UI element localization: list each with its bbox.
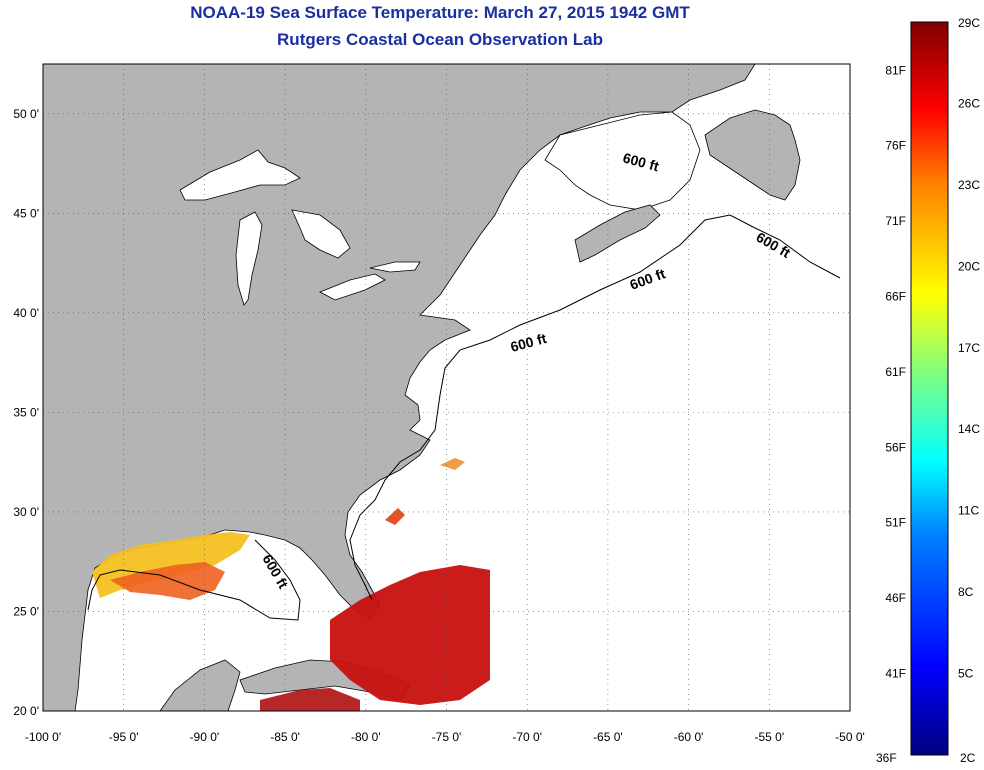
colorbar-f-label: 56F [885,440,906,454]
y-tick-label: 25 0' [13,604,39,618]
colorbar-c-label: 8C [958,585,974,599]
colorbar-c-label: 17C [958,341,980,355]
colorbar-c-label: 26C [958,96,980,110]
colorbar-f-label: 61F [885,365,906,379]
colorbar-bottom-label: 2C [960,751,976,765]
colorbar-max-label: 29C [958,16,980,30]
sst-patch-north [440,458,465,470]
map-title: NOAA-19 Sea Surface Temperature: March 2… [190,3,690,22]
y-tick-label: 35 0' [13,405,39,419]
x-tick-label: -90 0' [190,730,220,744]
y-axis: 50 0' 45 0' 40 0' 35 0' 30 0' 25 0' 20 0' [13,107,39,718]
x-axis: -100 0' -95 0' -90 0' -85 0' -80 0' -75 0' -70… [25,730,865,744]
lake-ontario [369,261,421,273]
gulf-st-lawrence [544,111,701,211]
x-tick-label: -55 0' [754,730,784,744]
colorbar-f-label: 41F [885,667,906,681]
colorbar-fahrenheit-labels: 81F 76F 71F 66F 61F 56F 51F 46F 41F [885,63,906,680]
x-tick-label: -50 0' [835,730,865,744]
y-tick-label: 30 0' [13,505,39,519]
x-tick-label: -75 0' [432,730,462,744]
lake-superior [179,149,301,201]
colorbar-celsius-labels: 26C 23C 20C 17C 14C 11C 8C 5C [958,96,980,680]
x-tick-label: -80 0' [351,730,381,744]
colorbar-c-label: 23C [958,178,980,192]
colorbar-f-label: 81F [885,63,906,77]
x-tick-label: -70 0' [512,730,542,744]
nova-scotia [574,204,661,263]
sst-patch-offshore [385,508,405,525]
sst-florida-straits [330,565,490,705]
colorbar-f-label: 76F [885,139,906,153]
colorbar-f-label: 51F [885,516,906,530]
y-tick-label: 20 0' [13,704,39,718]
colorbar-c-label: 5C [958,667,974,681]
map-frame [42,63,851,712]
colorbar [910,21,949,756]
island-newfoundland [704,109,801,201]
x-tick-label: -95 0' [109,730,139,744]
colorbar-f-label: 46F [885,591,906,605]
x-tick-label: -60 0' [674,730,704,744]
lake-erie [319,273,386,301]
colorbar-min-label: 36F [876,751,897,765]
sst-caribbean [260,688,360,711]
colorbar-f-label: 71F [885,214,906,228]
x-tick-label: -65 0' [593,730,623,744]
y-tick-label: 45 0' [13,206,39,220]
sst-gulf-orange [110,562,225,600]
yucatan [159,659,241,711]
colorbar-c-label: 11C [958,504,979,518]
y-tick-label: 50 0' [13,107,39,121]
map-subtitle: Rutgers Coastal Ocean Observation Lab [277,30,603,49]
contour-600ft [87,214,841,621]
lake-michigan [235,211,263,306]
x-tick-label: -100 0' [25,730,61,744]
colorbar-c-label: 20C [958,259,980,273]
y-tick-label: 40 0' [13,306,39,320]
x-tick-label: -85 0' [270,730,300,744]
colorbar-c-label: 14C [958,422,980,436]
lake-huron [291,209,351,259]
colorbar-f-label: 66F [885,289,906,303]
